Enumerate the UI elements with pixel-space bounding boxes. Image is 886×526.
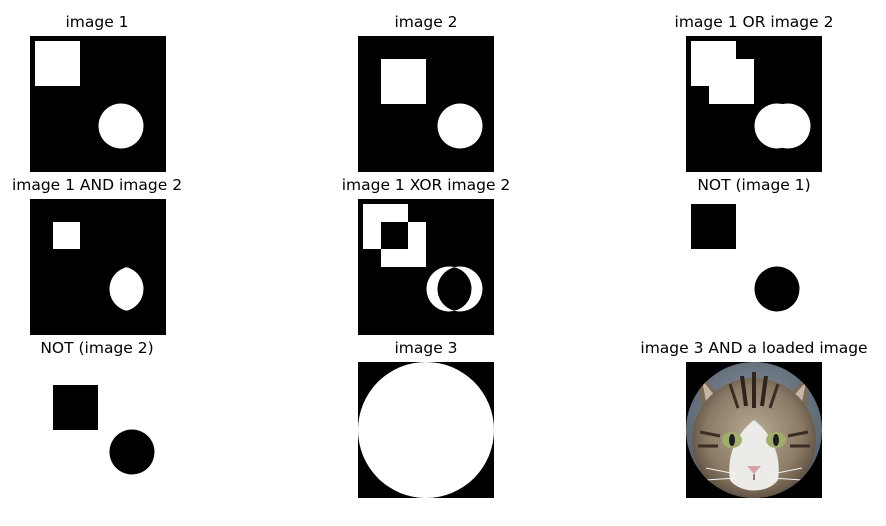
panel-image-2 (358, 36, 494, 172)
image-2-square (381, 59, 426, 104)
panel-cat (686, 362, 822, 498)
not-2-square (53, 385, 98, 430)
image-1-square (35, 41, 80, 86)
panel-xor (358, 199, 494, 335)
not-1-canvas (686, 199, 822, 335)
image-3-disk (358, 362, 494, 498)
image-2-canvas (358, 36, 494, 172)
panel-title-xor: image 1 XOR image 2 (341, 176, 511, 194)
and-square-overlap (53, 222, 80, 249)
panel-image-1 (30, 36, 166, 172)
or-square-2 (709, 59, 754, 104)
and-canvas (30, 199, 166, 335)
cat-canvas (686, 362, 822, 498)
panel-and (30, 199, 166, 335)
image-2-circle (437, 103, 483, 149)
panel-not-2 (30, 362, 166, 498)
and-background (30, 199, 166, 335)
not-2-canvas (30, 362, 166, 498)
xor-square-overlap (381, 222, 408, 249)
or-canvas (686, 36, 822, 172)
not-1-square (691, 204, 736, 249)
panel-title-and: image 1 AND image 2 (11, 176, 183, 194)
panel-title-or: image 1 OR image 2 (674, 13, 834, 31)
not-1-circle (754, 266, 800, 312)
panel-not-1 (686, 199, 822, 335)
panel-title-image-3: image 3 (394, 339, 458, 357)
panel-image-3 (358, 362, 494, 498)
panel-or (686, 36, 822, 172)
image-1-circle (98, 103, 144, 149)
panel-title-not-1: NOT (image 1) (697, 176, 811, 194)
panel-title-image-1: image 1 (65, 13, 129, 31)
panel-title-not-2: NOT (image 2) (40, 339, 154, 357)
image-1-canvas (30, 36, 166, 172)
panel-title-cat: image 3 AND a loaded image (640, 339, 868, 357)
xor-canvas (358, 199, 494, 335)
not-2-circle (109, 429, 155, 475)
cat-photo-icon (686, 362, 822, 498)
panel-title-image-2: image 2 (394, 13, 458, 31)
or-circle-2 (765, 103, 811, 149)
image-3-canvas (358, 362, 494, 498)
